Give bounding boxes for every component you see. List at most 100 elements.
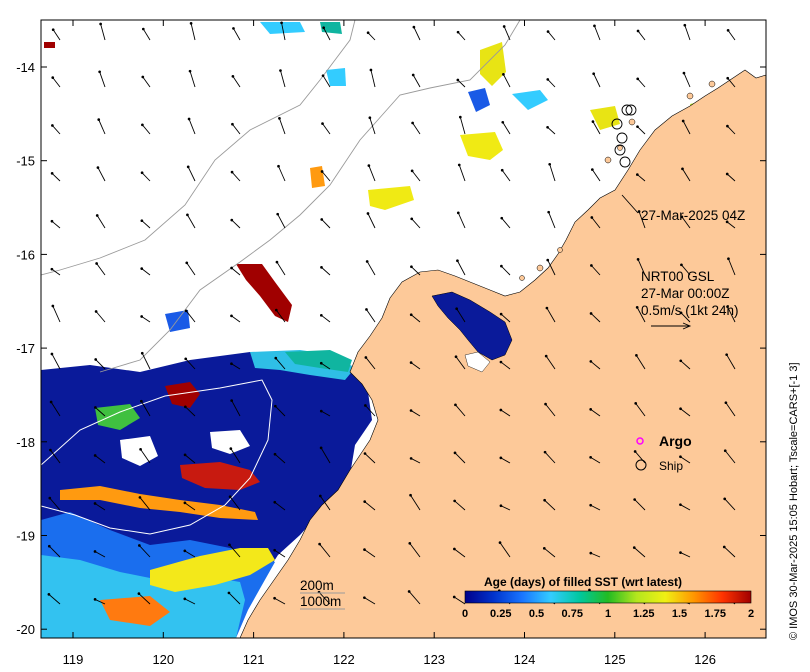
current-vector bbox=[138, 593, 151, 605]
lon-tick-label: 124 bbox=[514, 652, 536, 667]
current-vector-head bbox=[409, 493, 412, 497]
current-vector-head bbox=[50, 352, 54, 356]
current-vector-head bbox=[682, 71, 686, 75]
lon-tick-label: 119 bbox=[63, 652, 84, 667]
current-vector-head bbox=[456, 30, 460, 34]
current-vector-head bbox=[229, 447, 233, 450]
current-vector-head bbox=[632, 546, 636, 549]
legend-tick-label: 0.25 bbox=[490, 608, 511, 620]
current-vector-head bbox=[141, 123, 144, 127]
current-vector-head bbox=[410, 265, 413, 269]
current-vector-head bbox=[544, 354, 548, 358]
current-vector-head bbox=[230, 314, 233, 318]
current-vector bbox=[370, 69, 376, 88]
ship-marker[interactable] bbox=[611, 118, 623, 130]
current-vector bbox=[453, 596, 466, 605]
current-vector-head bbox=[273, 404, 277, 408]
current-vector bbox=[680, 552, 691, 558]
current-vector-head bbox=[230, 218, 234, 222]
current-vector-head bbox=[363, 500, 367, 503]
current-vector-head bbox=[633, 450, 637, 453]
current-vector bbox=[139, 545, 151, 558]
current-vector-head bbox=[273, 500, 277, 504]
legend-tick-label: 1 bbox=[605, 608, 611, 620]
sst-streak-orange bbox=[60, 486, 258, 520]
ship-marker[interactable] bbox=[621, 104, 633, 116]
current-vector-head bbox=[410, 217, 414, 221]
current-vector bbox=[545, 355, 556, 370]
current-vector-head bbox=[280, 21, 283, 25]
current-vector-head bbox=[227, 591, 231, 595]
current-vector bbox=[502, 122, 511, 135]
current-vector bbox=[278, 166, 286, 182]
sst-patch-maroon-3 bbox=[44, 42, 55, 48]
current-vector-head bbox=[273, 452, 277, 456]
current-vector-head bbox=[453, 451, 457, 455]
current-vector-head bbox=[411, 121, 414, 125]
current-vector-head bbox=[187, 117, 191, 121]
ship-marker[interactable] bbox=[616, 132, 628, 144]
isobath-offshore bbox=[41, 379, 273, 535]
current-vector bbox=[636, 307, 646, 323]
current-vector-head bbox=[368, 116, 372, 120]
current-vector bbox=[637, 174, 646, 182]
current-vector bbox=[187, 214, 196, 229]
current-vector bbox=[501, 169, 511, 182]
current-vector-head bbox=[500, 168, 504, 172]
current-vector bbox=[94, 551, 106, 558]
current-time-label: 27-Mar 00:00Z bbox=[641, 286, 730, 301]
current-vector bbox=[364, 597, 376, 605]
current-vector bbox=[547, 79, 556, 88]
sst-patch-cyan-1 bbox=[512, 90, 548, 110]
current-vector-head bbox=[409, 361, 413, 364]
current-vector-head bbox=[589, 360, 593, 363]
current-vector bbox=[682, 120, 691, 135]
current-vector bbox=[410, 362, 421, 370]
current-vector-head bbox=[679, 503, 682, 507]
current-vector bbox=[186, 262, 196, 276]
current-vector bbox=[184, 502, 196, 511]
current-vector bbox=[590, 361, 601, 370]
current-vector bbox=[140, 449, 151, 464]
current-vector-head bbox=[369, 68, 373, 72]
current-vector bbox=[51, 268, 61, 276]
current-vector-head bbox=[588, 588, 591, 592]
current-vector bbox=[142, 76, 151, 88]
current-vector bbox=[140, 401, 151, 417]
current-vector-head bbox=[48, 496, 52, 500]
current-vector-head bbox=[679, 359, 683, 363]
current-vector bbox=[634, 499, 646, 511]
legend-tick-label: 0.75 bbox=[562, 608, 583, 620]
current-vector bbox=[503, 74, 511, 88]
current-vector-head bbox=[409, 313, 413, 317]
current-vector bbox=[95, 311, 106, 323]
ship-marker[interactable] bbox=[625, 104, 637, 116]
current-vector-head bbox=[49, 448, 52, 452]
current-vector bbox=[188, 118, 196, 135]
current-vector bbox=[364, 453, 376, 464]
current-vector bbox=[51, 173, 61, 182]
current-vector-head bbox=[363, 452, 367, 455]
current-vector-head bbox=[278, 117, 281, 120]
current-vector-head bbox=[634, 402, 638, 405]
lat-tick-label: -17 bbox=[16, 341, 35, 356]
ship-marker[interactable] bbox=[614, 144, 626, 156]
ship-marker[interactable] bbox=[619, 156, 631, 168]
current-vector-head bbox=[544, 402, 547, 406]
current-vector-head bbox=[412, 25, 416, 29]
current-vector bbox=[724, 498, 736, 511]
current-vector bbox=[318, 591, 331, 605]
ship-annotation-leader bbox=[621, 194, 639, 214]
current-vector-head bbox=[410, 169, 414, 173]
current-vector bbox=[637, 126, 646, 135]
current-vector-head bbox=[407, 590, 411, 593]
current-vector bbox=[97, 167, 106, 182]
lat-tick-label: -18 bbox=[16, 435, 35, 450]
current-vector bbox=[681, 216, 691, 229]
current-vector-head bbox=[452, 595, 456, 599]
current-vector bbox=[322, 75, 331, 88]
current-vector-head bbox=[140, 267, 144, 270]
current-vector bbox=[590, 409, 601, 417]
current-vector-head bbox=[636, 125, 639, 129]
ship-annotation: 27-Mar-2025 04Z bbox=[641, 208, 745, 223]
